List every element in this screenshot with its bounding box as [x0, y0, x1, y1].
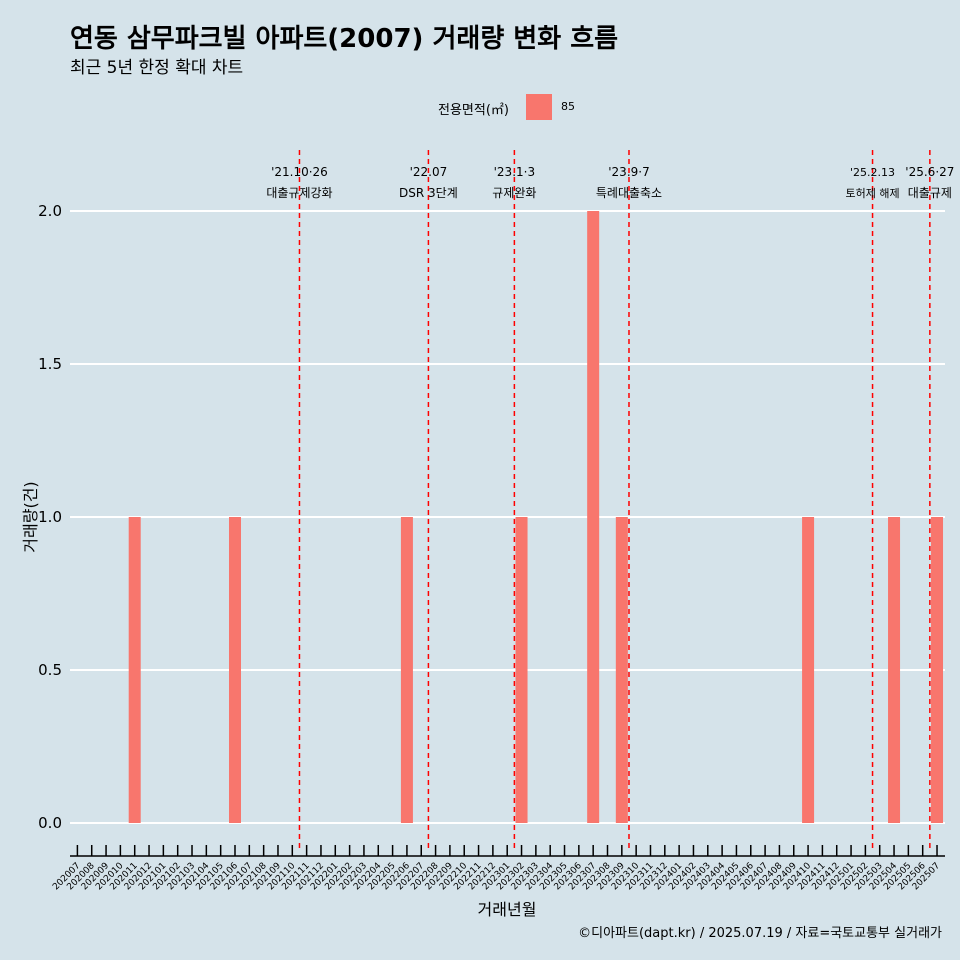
y-axis-title: 거래량(건)	[21, 481, 40, 552]
bar	[888, 517, 901, 823]
event-label-date: '25.6·27	[905, 165, 954, 179]
bar	[931, 517, 944, 823]
legend-key-85	[526, 94, 552, 120]
chart-title: 연동 삼무파크빌 아파트(2007) 거래량 변화 흐름	[70, 24, 619, 54]
legend-title: 전용면적(㎡)	[438, 103, 509, 118]
event-label-date: '25.2.13	[850, 166, 895, 179]
event-label-text: 규제완화	[492, 186, 536, 200]
event-label-text: 대출규제강화	[266, 186, 332, 200]
event-label-date: '23.9·7	[608, 165, 649, 179]
event-label-text: DSR 3단계	[399, 186, 458, 200]
y-tick-label: 0.5	[38, 661, 62, 679]
chart-subtitle: 최근 5년 한정 확대 차트	[70, 58, 244, 78]
bar	[400, 517, 413, 823]
event-label-text: 특례대출축소	[596, 186, 662, 200]
y-tick-label: 0.0	[38, 814, 62, 832]
y-tick-label: 2.0	[38, 202, 62, 220]
event-label-date: '22.07	[410, 165, 448, 179]
bar	[587, 211, 600, 823]
x-axis-title: 거래년월	[478, 900, 537, 919]
y-tick-label: 1.0	[38, 508, 62, 526]
event-label-date: '21.10·26	[271, 165, 328, 179]
event-label-text: 대출규제	[908, 186, 952, 200]
bar	[128, 517, 141, 823]
bar	[615, 517, 628, 823]
bar	[228, 517, 241, 823]
bar	[515, 517, 528, 823]
chart-caption: ©디아파트(dapt.kr) / 2025.07.19 / 자료=국토교통부 실…	[578, 926, 942, 941]
event-label-date: '23.1·3	[494, 165, 535, 179]
legend: 전용면적(㎡) 85	[0, 93, 960, 121]
bar	[802, 517, 815, 823]
event-label-text: 토허제 해제	[845, 186, 899, 200]
legend-label-85: 85	[561, 100, 575, 113]
y-tick-label: 1.5	[38, 355, 62, 373]
